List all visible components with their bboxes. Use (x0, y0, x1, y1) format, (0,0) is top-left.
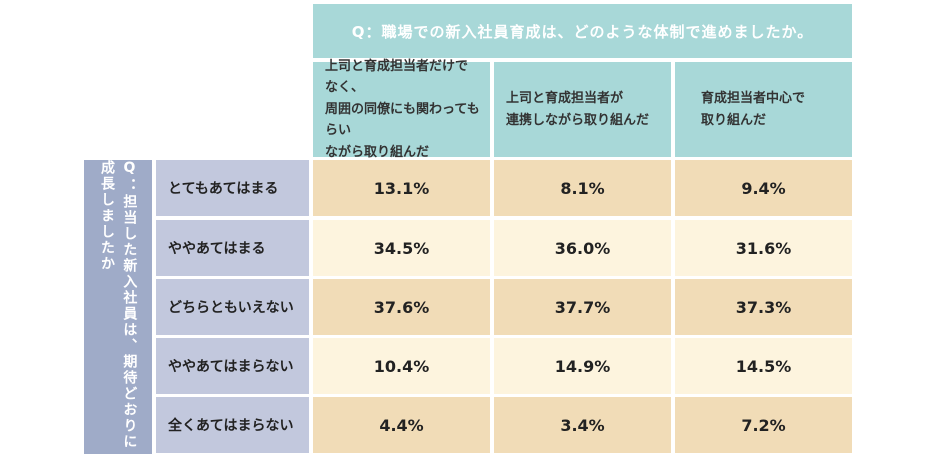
column-header-2: 上司と育成担当者が 連携しながら取り組んだ (494, 62, 671, 157)
column-header-2-label: 上司と育成担当者が 連携しながら取り組んだ (506, 91, 650, 128)
column-header-3: 育成担当者中心で 取り組んだ (675, 62, 852, 157)
row-header-3: どちらともいえない (156, 279, 309, 335)
column-question-text: Q：職場での新入社員育成は、どのような体制で進めましたか。 (351, 22, 814, 41)
cell-value: 36.0% (554, 238, 611, 258)
column-question-title: Q：職場での新入社員育成は、どのような体制で進めましたか。 (313, 4, 852, 58)
row-header-2: ややあてはまる (156, 220, 309, 276)
row-question-title: Q：担当した新入社員は、期待どおりに成長しましたか (84, 160, 152, 454)
table-cell: 37.6% (313, 279, 490, 335)
row-header-2-label: ややあてはまる (168, 241, 266, 257)
row-header-1: とてもあてはまる (156, 160, 309, 216)
table-cell: 14.9% (494, 338, 671, 394)
cell-value: 10.4% (373, 356, 430, 376)
table-cell: 3.4% (494, 397, 671, 453)
table-cell: 4.4% (313, 397, 490, 453)
table-cell: 8.1% (494, 160, 671, 216)
table-cell: 9.4% (675, 160, 852, 216)
cell-value: 37.7% (554, 297, 611, 317)
row-header-5: 全くあてはまらない (156, 397, 309, 453)
cell-value: 3.4% (560, 415, 605, 435)
column-header-1-label: 上司と育成担当者だけでなく、 周囲の同僚にも関わってもらい ながら取り組んだ (325, 58, 480, 160)
table-cell: 37.7% (494, 279, 671, 335)
cell-value: 37.6% (373, 297, 430, 317)
table-cell: 31.6% (675, 220, 852, 276)
cell-value: 31.6% (735, 238, 792, 258)
table-cell: 7.2% (675, 397, 852, 453)
cell-value: 9.4% (741, 178, 786, 198)
row-header-4: ややあてはまらない (156, 338, 309, 394)
cell-value: 14.9% (554, 356, 611, 376)
table-cell: 36.0% (494, 220, 671, 276)
cell-value: 4.4% (379, 415, 424, 435)
row-header-4-label: ややあてはまらない (168, 359, 294, 375)
table-cell: 37.3% (675, 279, 852, 335)
row-header-1-label: とてもあてはまる (168, 181, 279, 197)
column-header-3-label: 育成担当者中心で 取り組んだ (701, 91, 806, 128)
row-header-3-label: どちらともいえない (168, 300, 294, 316)
cell-value: 13.1% (373, 178, 430, 198)
row-header-5-label: 全くあてはまらない (168, 418, 294, 434)
row-question-text: Q：担当した新入社員は、期待どおりに成長しましたか (99, 160, 138, 450)
table-cell: 34.5% (313, 220, 490, 276)
column-header-1: 上司と育成担当者だけでなく、 周囲の同僚にも関わってもらい ながら取り組んだ (313, 59, 490, 160)
cell-value: 14.5% (735, 356, 792, 376)
table-cell: 14.5% (675, 338, 852, 394)
cell-value: 8.1% (560, 178, 605, 198)
cell-value: 34.5% (373, 238, 430, 258)
cell-value: 37.3% (735, 297, 792, 317)
table-cell: 13.1% (313, 160, 490, 216)
table-cell: 10.4% (313, 338, 490, 394)
cell-value: 7.2% (741, 415, 786, 435)
